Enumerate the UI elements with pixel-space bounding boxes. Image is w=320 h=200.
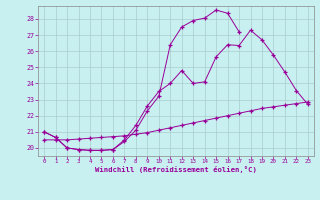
X-axis label: Windchill (Refroidissement éolien,°C): Windchill (Refroidissement éolien,°C) — [95, 166, 257, 173]
